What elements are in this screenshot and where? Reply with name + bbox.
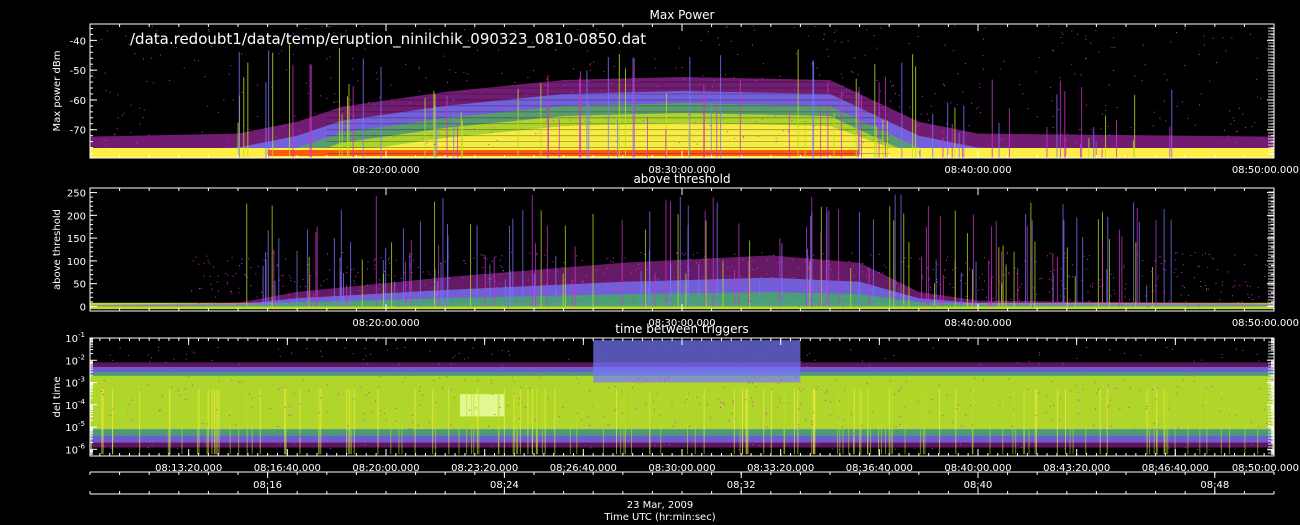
x-tick-label: 08:20:00.000 bbox=[352, 165, 419, 176]
x-tick-label: 08:26:40.000 bbox=[550, 463, 617, 474]
time-tick-label: 08:16 bbox=[253, 480, 282, 491]
x-tick-label: 08:20:00.000 bbox=[352, 463, 419, 474]
y-axis-label: del time bbox=[52, 376, 63, 417]
y-tick-exp: -4 bbox=[78, 398, 86, 406]
panel-title: above threshold bbox=[633, 172, 730, 186]
y-axis-label: Max power dBm bbox=[52, 51, 63, 132]
x-tick-label: 08:46:40.000 bbox=[1142, 463, 1209, 474]
x-tick-label: 08:40:00.000 bbox=[944, 165, 1011, 176]
panel-title: time between triggers bbox=[615, 322, 748, 336]
y-axis-label: above threshold bbox=[52, 209, 63, 290]
density-panel-2 bbox=[90, 194, 1274, 310]
x-tick-label: 08:30:00.000 bbox=[648, 318, 715, 329]
density-burst bbox=[593, 340, 801, 383]
panel-title: Max Power bbox=[650, 8, 715, 22]
y-tick-base: 10 bbox=[65, 356, 78, 367]
x-tick-label: 08:30:00.000 bbox=[648, 463, 715, 474]
y-tick-exp: -5 bbox=[78, 420, 85, 428]
date-label: 23 Mar, 2009 bbox=[627, 500, 694, 511]
x-tick-label: 08:30:00.000 bbox=[648, 165, 715, 176]
file-annotation: /data.redoubt1/data/temp/eruption_ninilc… bbox=[130, 30, 646, 49]
y-tick-base: 10 bbox=[65, 379, 78, 390]
time-tick-label: 08:40 bbox=[964, 480, 993, 491]
axes-layer bbox=[89, 23, 1275, 495]
y-tick-label: 0 bbox=[80, 302, 86, 313]
time-tick-label: 08:48 bbox=[1200, 480, 1229, 491]
y-tick-exp: -6 bbox=[78, 442, 86, 450]
x-tick-label: 08:50:00.000 bbox=[1232, 318, 1299, 329]
y-tick-base: 10 bbox=[65, 334, 78, 345]
time-tick-label: 08:24 bbox=[490, 480, 519, 491]
y-tick-base: 10 bbox=[65, 445, 78, 456]
x-tick-label: 08:40:00.000 bbox=[944, 318, 1011, 329]
density-peak bbox=[267, 150, 860, 156]
x-tick-label: 08:50:00.000 bbox=[1232, 463, 1299, 474]
y-tick-label: -40 bbox=[70, 36, 86, 47]
x-tick-label: 08:36:40.000 bbox=[846, 463, 913, 474]
x-tick-label: 08:20:00.000 bbox=[352, 318, 419, 329]
y-tick-exp: -1 bbox=[78, 331, 85, 339]
x-tick-label: 08:23:20.000 bbox=[451, 463, 518, 474]
y-tick-label: -60 bbox=[70, 96, 86, 107]
y-tick-base: 10 bbox=[65, 401, 78, 412]
x-tick-label: 08:13:20.000 bbox=[155, 463, 222, 474]
density-layer bbox=[90, 25, 1274, 455]
y-tick-base: 10 bbox=[65, 423, 78, 434]
x-tick-label: 08:50:00.000 bbox=[1232, 165, 1299, 176]
density-panel-3 bbox=[90, 340, 1274, 455]
x-axis-label: Time UTC (hr:min:sec) bbox=[603, 512, 715, 523]
text-layer: 08:20:00.000 08:30:00.000 08:40:00.000 08:5… bbox=[52, 8, 1299, 523]
x-tick-label: 08:43:20.000 bbox=[1043, 463, 1110, 474]
y-tick-label: -70 bbox=[70, 126, 86, 137]
y-tick-exp: -3 bbox=[78, 376, 85, 384]
y-tick-label: 50 bbox=[73, 280, 86, 291]
y-tick-label: -50 bbox=[70, 66, 86, 77]
y-tick-label: 100 bbox=[67, 257, 86, 268]
density-band bbox=[90, 375, 1274, 430]
x-tick-label: 08:40:00.000 bbox=[944, 463, 1011, 474]
y-tick-exp: -2 bbox=[78, 353, 85, 361]
x-tick-label: 08:33:20.000 bbox=[747, 463, 814, 474]
y-tick-label: 200 bbox=[67, 211, 86, 222]
y-tick-label: 150 bbox=[67, 234, 86, 245]
x-tick-label: 08:16:40.000 bbox=[254, 463, 321, 474]
y-tick-label: 250 bbox=[67, 189, 86, 200]
time-tick-label: 08:32 bbox=[727, 480, 756, 491]
